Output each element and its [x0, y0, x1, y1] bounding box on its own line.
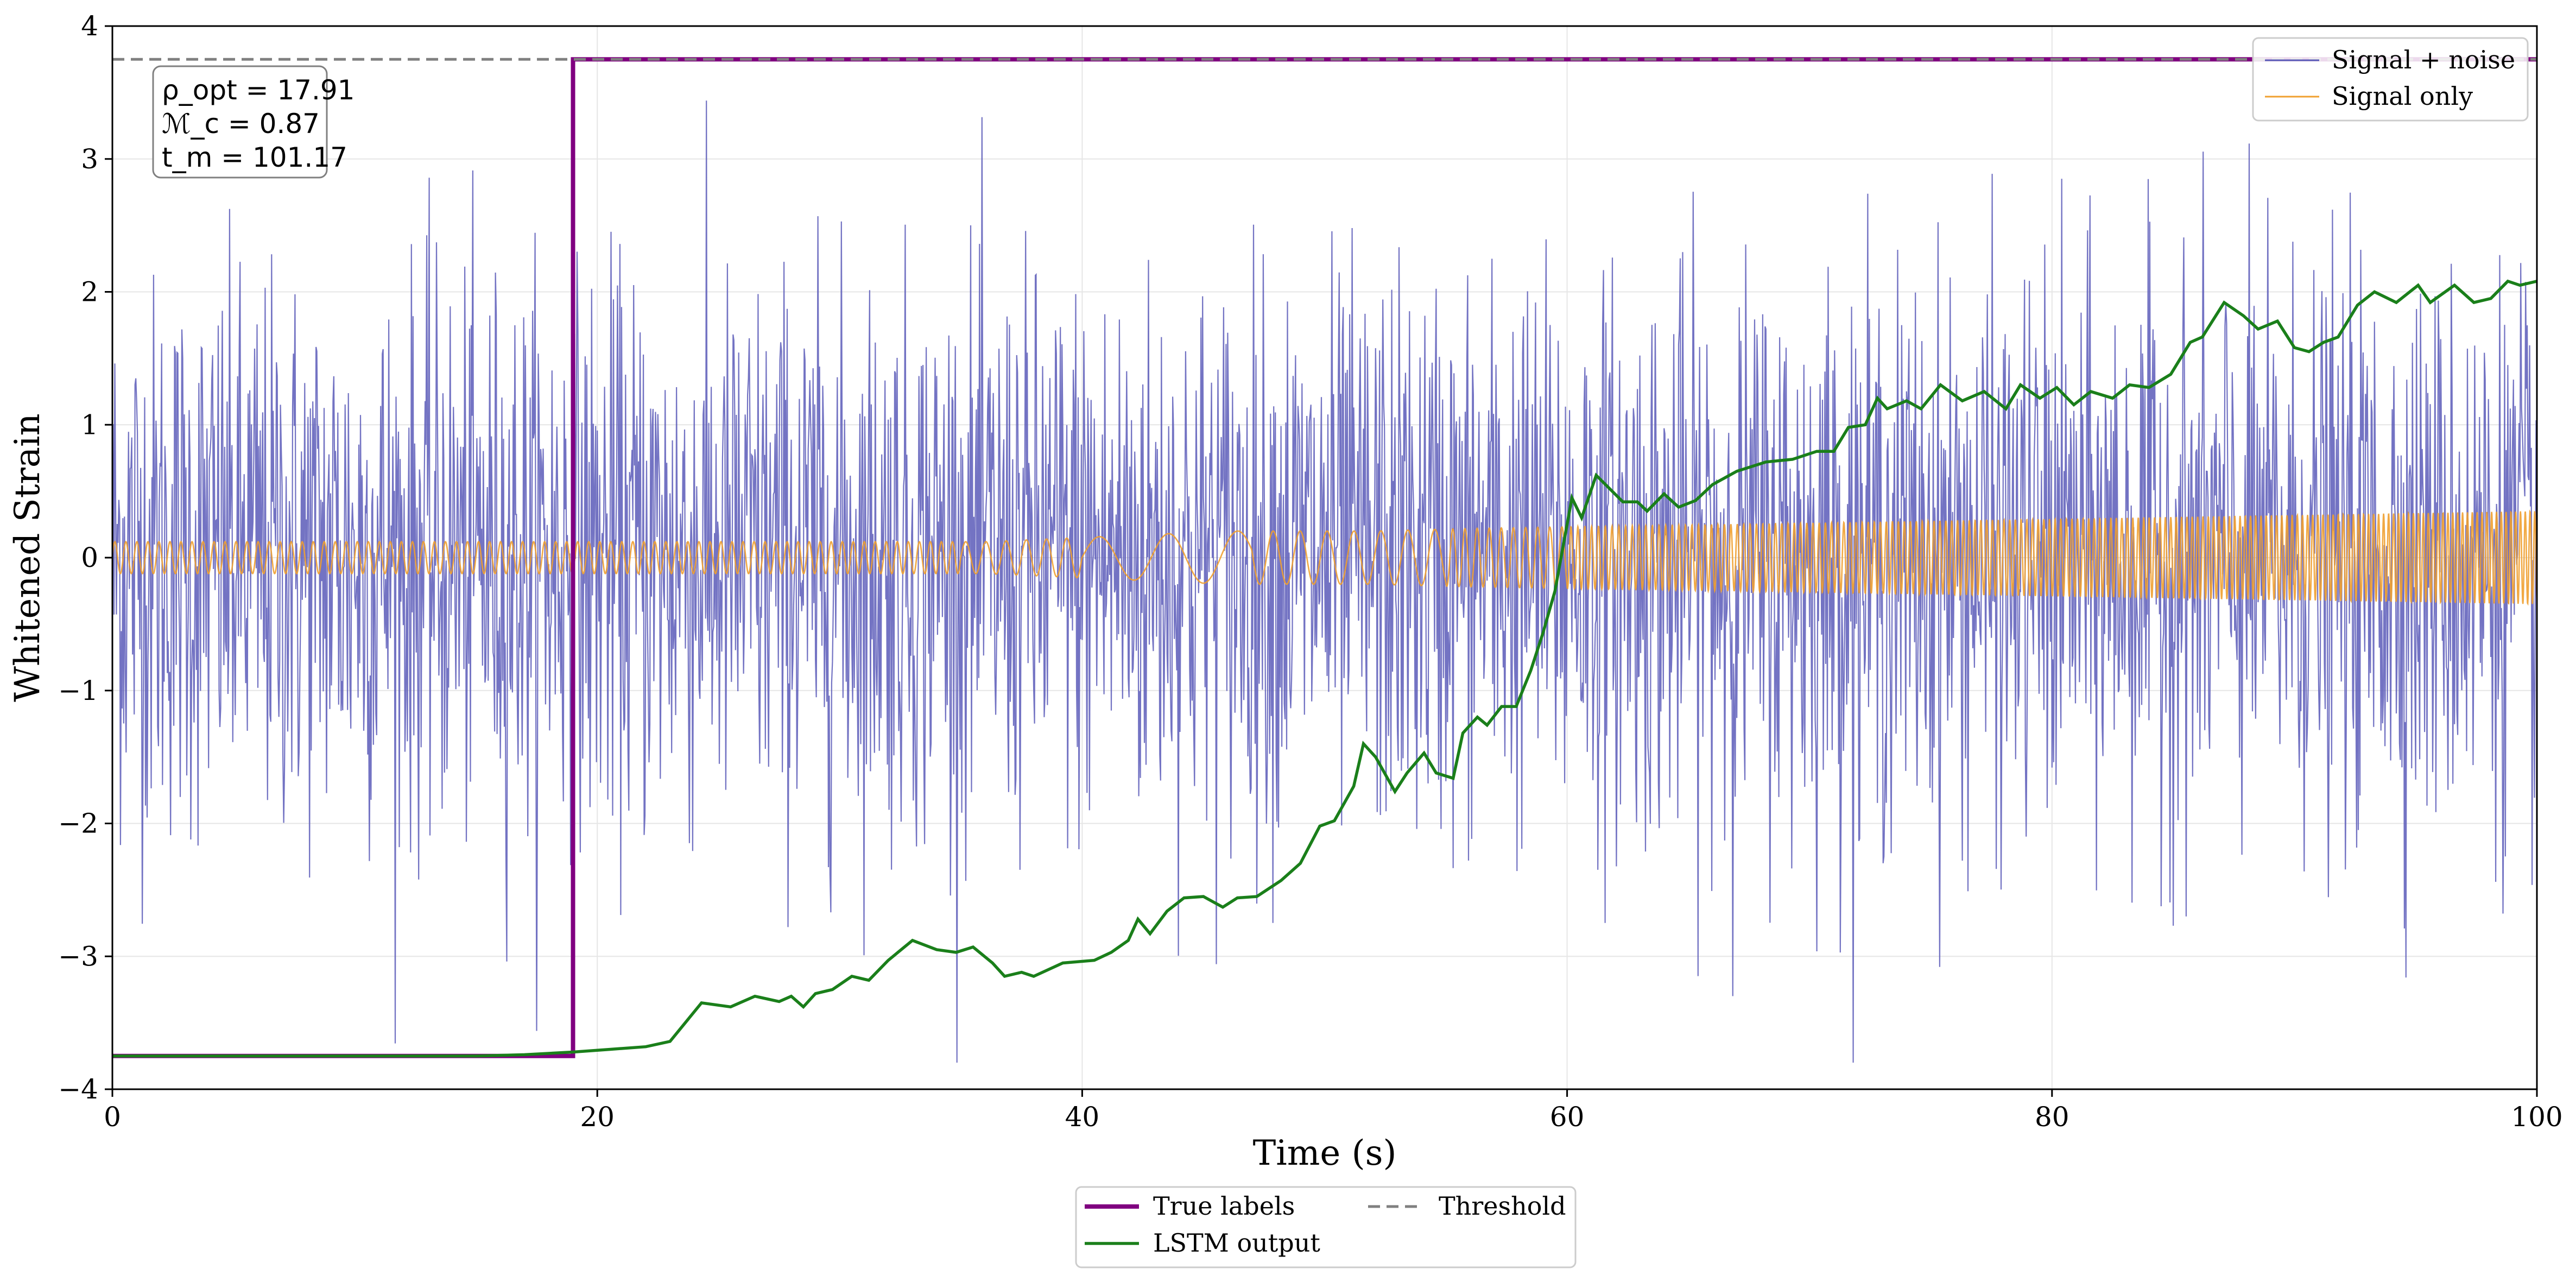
- annotation-merger-time: t_m = 101.17: [162, 142, 347, 173]
- legend-threshold-label: Threshold: [1439, 1191, 1566, 1221]
- legend-true-labels-label: True labels: [1153, 1191, 1295, 1221]
- series-lstm-output-line: [112, 279, 2537, 1058]
- annotation-chirp-mass: ℳ_c = 0.87: [162, 108, 320, 140]
- y-tick-label: −4: [58, 1073, 98, 1105]
- y-tick-label: 2: [81, 276, 98, 308]
- y-axis-ticks: −4 −3 −2 −1 0 1 2 3 4: [58, 10, 112, 1105]
- legend-lstm-output-label: LSTM output: [1153, 1228, 1320, 1258]
- annotation-box: ρ_opt = 17.91 ℳ_c = 0.87 t_m = 101.17: [152, 65, 355, 179]
- y-tick-label: 4: [81, 10, 98, 42]
- legend-signal-only-label: Signal only: [2332, 81, 2473, 111]
- legend-upper: Signal + noise Signal only: [2252, 37, 2529, 122]
- x-tick-label: 0: [104, 1101, 121, 1133]
- annotation-rho-opt: ρ_opt = 17.91: [162, 74, 355, 106]
- x-tick-label: 20: [580, 1101, 615, 1133]
- y-tick-label: 0: [81, 542, 98, 573]
- y-tick-label: −2: [58, 808, 98, 839]
- series-signal-only-line: [112, 509, 2537, 606]
- x-axis-label: Time (s): [1253, 1133, 1397, 1173]
- y-axis-label: Whitened Strain: [8, 413, 48, 702]
- legend-lower: True labels Threshold LSTM output: [1075, 1186, 1577, 1268]
- legend-signal-noise-label: Signal + noise: [2332, 45, 2515, 74]
- x-tick-label: 100: [2511, 1101, 2562, 1133]
- y-tick-label: 3: [81, 143, 98, 175]
- series-signal-noise-line: [112, 100, 2537, 1063]
- x-tick-label: 40: [1065, 1101, 1100, 1133]
- y-tick-label: −1: [58, 675, 98, 706]
- y-tick-label: 1: [81, 409, 98, 440]
- y-tick-label: −3: [58, 940, 98, 972]
- x-tick-label: 80: [2035, 1101, 2069, 1133]
- x-axis-ticks: 0 20 40 60 80 100: [104, 1089, 2563, 1133]
- x-tick-label: 60: [1550, 1101, 1585, 1133]
